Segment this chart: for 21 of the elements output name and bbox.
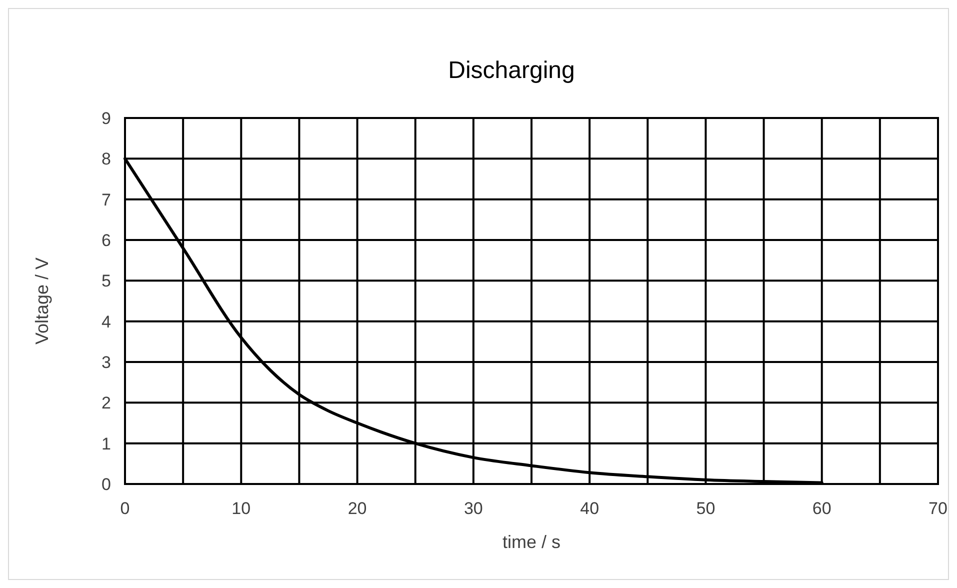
- y-tick-label: 5: [102, 272, 111, 291]
- x-tick-label: 70: [928, 499, 948, 518]
- y-axis-title: Voltage / V: [32, 257, 52, 345]
- y-tick-label: 7: [102, 190, 111, 210]
- x-tick-label: 60: [812, 499, 832, 518]
- x-tick-label: 50: [696, 499, 716, 518]
- y-tick-label: 8: [102, 150, 111, 169]
- x-tick-label: 10: [232, 499, 251, 518]
- y-tick-label: 1: [102, 434, 111, 454]
- chart-title: Discharging: [448, 57, 575, 84]
- x-tick-label: 20: [348, 499, 367, 518]
- y-tick-label: 3: [102, 353, 111, 372]
- x-tick-label: 0: [120, 499, 130, 518]
- y-tick-label: 0: [102, 475, 111, 494]
- x-tick-label: 40: [580, 499, 600, 518]
- x-axis-title: time / s: [502, 532, 561, 552]
- y-tick-label: 6: [102, 231, 111, 250]
- y-tick-label: 4: [102, 312, 111, 332]
- x-tick-label: 30: [464, 499, 483, 518]
- y-tick-label: 2: [102, 394, 111, 413]
- y-tick-label: 9: [102, 109, 111, 128]
